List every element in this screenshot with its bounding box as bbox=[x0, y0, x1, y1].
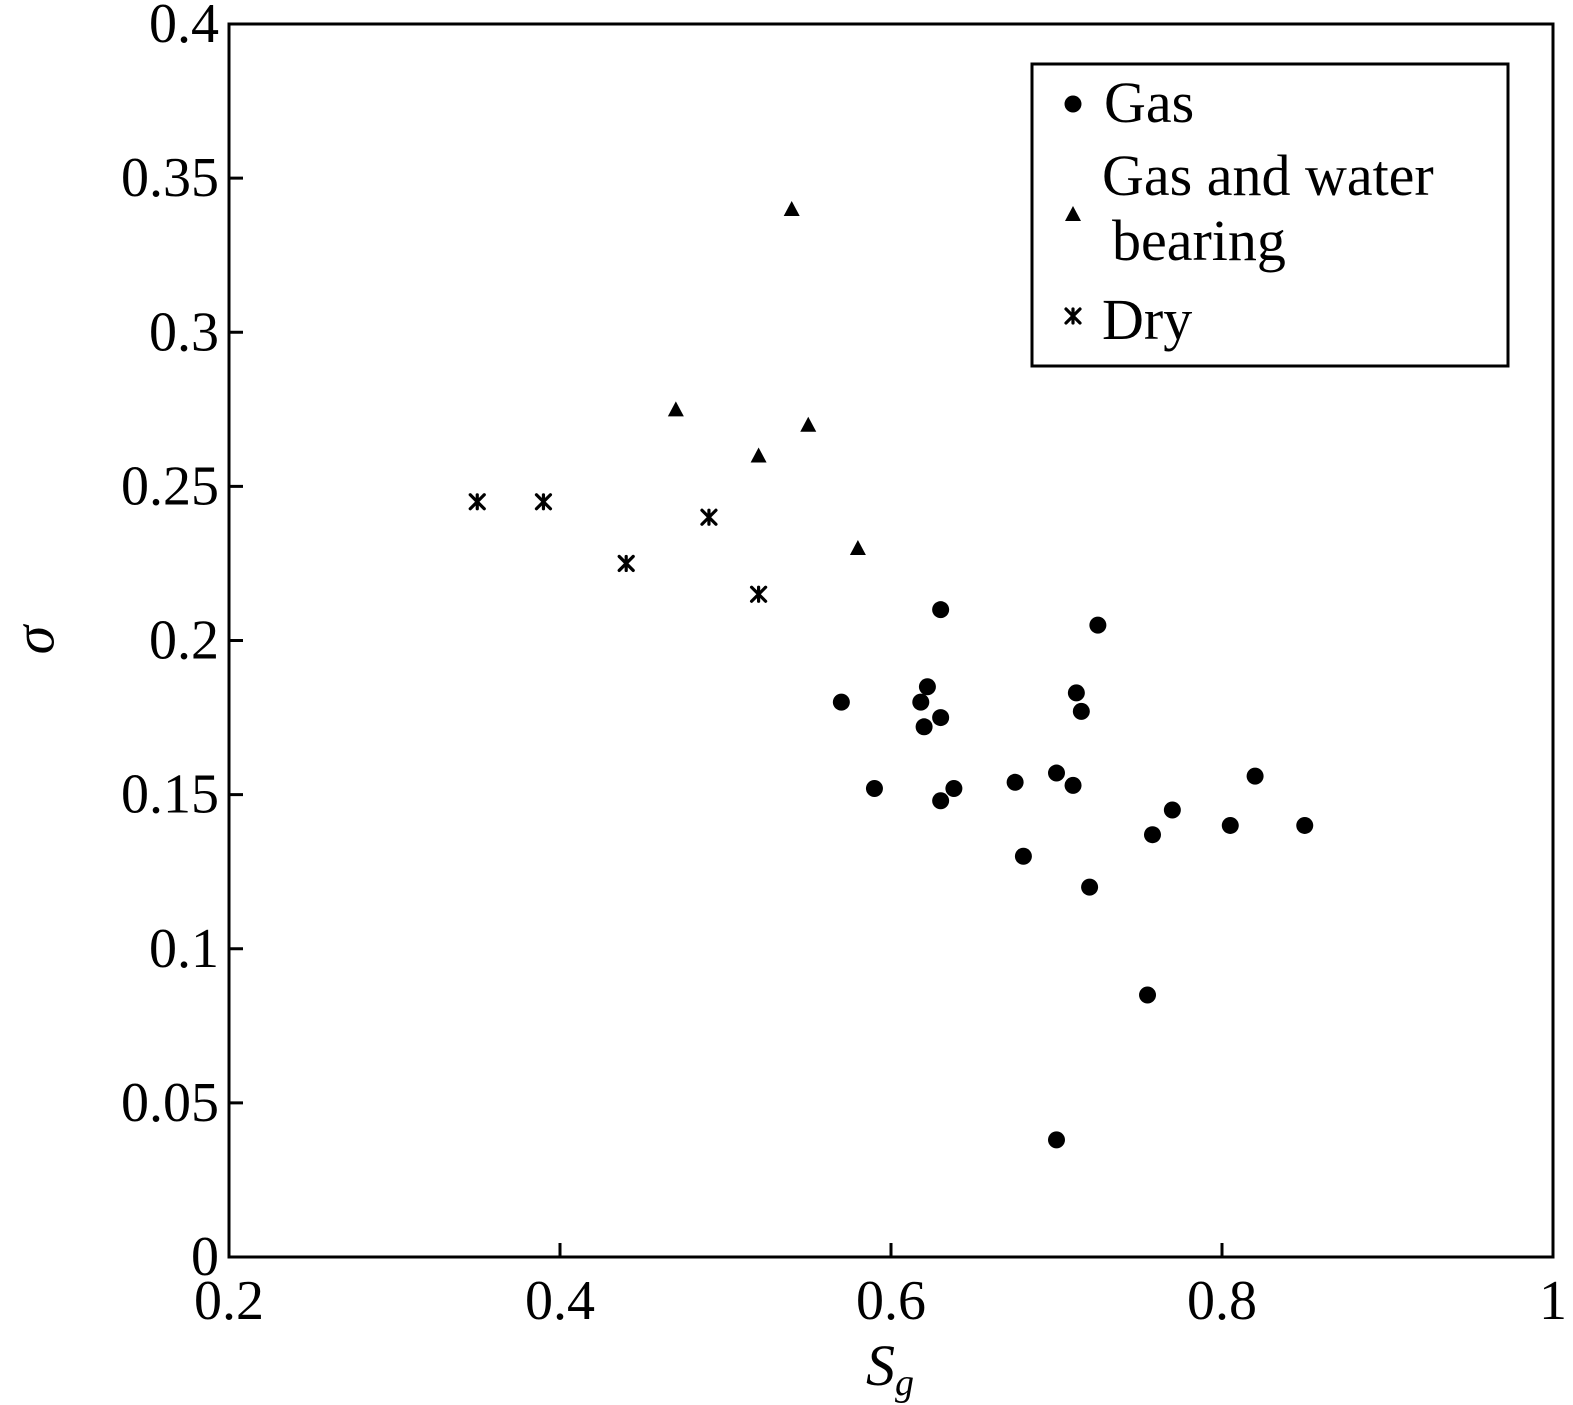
data-points bbox=[468, 200, 1314, 1149]
data-point-gas bbox=[945, 779, 963, 797]
data-point-gas bbox=[1139, 986, 1157, 1004]
data-point-gas bbox=[1006, 773, 1024, 791]
data-point-gas bbox=[1246, 767, 1264, 785]
legend-marker-dry bbox=[1064, 307, 1082, 325]
data-point-gas bbox=[1048, 1131, 1065, 1149]
legend: Gas Gas and water bearing Dry bbox=[1030, 62, 1510, 368]
legend-label-gas: Gas bbox=[1104, 70, 1194, 135]
data-point-gas-and-water-bearing bbox=[750, 447, 767, 463]
legend-label-dry: Dry bbox=[1102, 287, 1192, 352]
x-tick-label: 0.2 bbox=[194, 1270, 264, 1332]
data-point-gas bbox=[932, 792, 950, 810]
data-point-gas bbox=[918, 678, 936, 696]
data-point-gas bbox=[1296, 816, 1314, 834]
x-tick-label: 0.4 bbox=[525, 1270, 595, 1332]
legend-box bbox=[1030, 62, 1510, 368]
legend-marker-gas bbox=[1064, 95, 1082, 113]
data-point-gas-and-water-bearing bbox=[783, 200, 800, 216]
data-point-gas bbox=[1089, 616, 1107, 634]
data-point-gas bbox=[865, 779, 883, 797]
data-point-dry bbox=[468, 493, 486, 511]
x-tick-label: 1 bbox=[1539, 1270, 1567, 1332]
x-axis-label: Sg bbox=[866, 1333, 914, 1404]
data-point-dry bbox=[617, 554, 635, 573]
x-tick-label: 0.8 bbox=[1187, 1270, 1257, 1332]
y-axis-ticks: 0 0.05 0.1 0.15 0.2 0.25 0.3 0.35 0.4 bbox=[121, 0, 243, 1288]
data-point-gas bbox=[932, 709, 950, 727]
data-point-gas bbox=[832, 693, 850, 711]
y-tick-label: 0.4 bbox=[149, 0, 219, 55]
data-point-gas-and-water-bearing bbox=[849, 540, 866, 556]
data-point-gas bbox=[915, 718, 933, 736]
y-tick-label: 0.15 bbox=[121, 764, 219, 826]
data-point-dry bbox=[534, 493, 553, 511]
legend-label-gas-water-line2: bearing bbox=[1112, 208, 1286, 273]
data-point-gas bbox=[1064, 776, 1082, 794]
data-point-gas bbox=[1163, 801, 1181, 819]
data-point-gas bbox=[1143, 826, 1161, 844]
x-axis-label-subscript: g bbox=[895, 1362, 914, 1404]
x-axis-ticks: 0.2 0.4 0.6 0.8 1 bbox=[194, 1243, 1567, 1332]
data-point-dry bbox=[700, 508, 718, 526]
data-point-gas bbox=[912, 693, 930, 711]
legend-marker-gas-water bbox=[1065, 206, 1081, 221]
x-tick-label: 0.6 bbox=[856, 1270, 926, 1332]
legend-markers bbox=[1064, 95, 1082, 325]
data-point-gas bbox=[932, 601, 950, 619]
y-tick-label: 0.1 bbox=[149, 918, 219, 980]
y-tick-label: 0.25 bbox=[121, 455, 219, 517]
data-point-gas-and-water-bearing bbox=[800, 416, 817, 432]
data-point-gas bbox=[1221, 816, 1239, 834]
data-point-gas-and-water-bearing bbox=[667, 401, 684, 417]
y-tick-label: 0.35 bbox=[121, 147, 219, 209]
data-point-gas bbox=[1048, 764, 1065, 782]
y-tick-label: 0 bbox=[191, 1226, 219, 1288]
data-point-gas bbox=[1014, 847, 1032, 865]
data-point-gas bbox=[1072, 702, 1090, 720]
legend-label-gas-water-line1: Gas and water bbox=[1102, 143, 1434, 208]
y-tick-label: 0.3 bbox=[149, 301, 219, 363]
data-point-dry bbox=[749, 585, 768, 603]
y-tick-label: 0.2 bbox=[149, 610, 219, 672]
x-axis-label-main: S bbox=[866, 1333, 895, 1398]
data-point-gas bbox=[1081, 878, 1099, 896]
y-axis-label: σ bbox=[1, 623, 66, 654]
y-tick-label: 0.05 bbox=[121, 1072, 219, 1134]
data-point-gas bbox=[1067, 684, 1085, 702]
